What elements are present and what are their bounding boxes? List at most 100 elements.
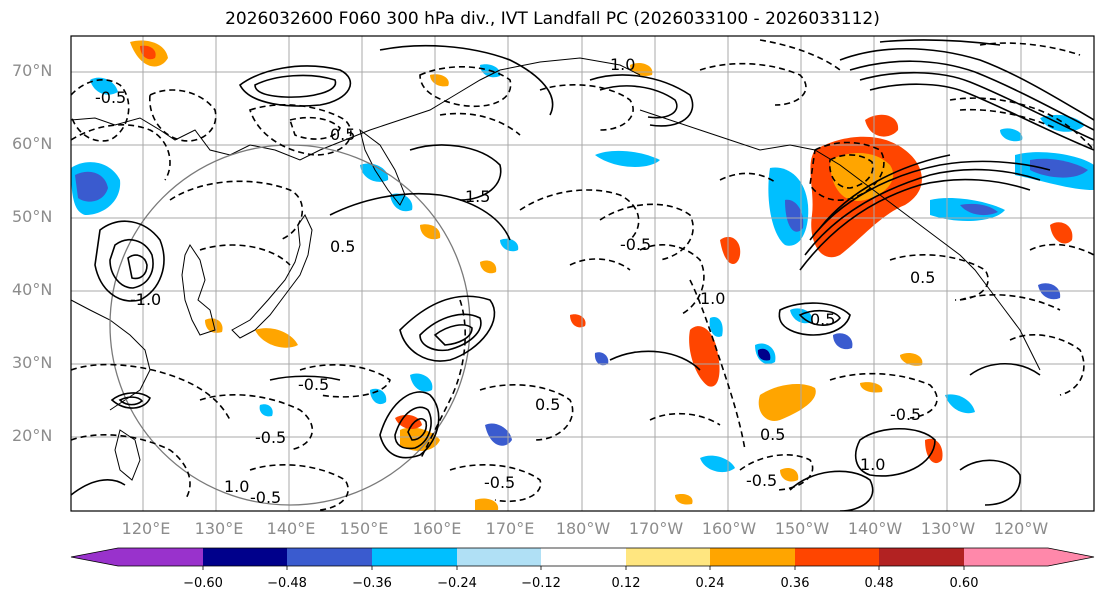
- positive-div-region: [140, 45, 156, 60]
- positive-div-region: [780, 468, 799, 482]
- colorbar-tick-label: −0.24: [437, 576, 477, 591]
- colorbar-tick-label: −0.60: [183, 576, 223, 591]
- contour-line: [199, 394, 314, 451]
- contour-line: [649, 412, 721, 426]
- contour-line: [94, 220, 165, 302]
- colorbar-tick-label: −0.12: [521, 576, 561, 591]
- lat-label: 70°N: [12, 61, 53, 80]
- negative-div-region: [785, 199, 804, 232]
- colorbar-bin: [710, 548, 795, 566]
- contour-line: [759, 39, 841, 71]
- contour-line: [959, 294, 1061, 311]
- lat-label: 40°N: [12, 280, 53, 299]
- positive-div-region: [720, 236, 741, 265]
- lon-label: 130°E: [194, 519, 244, 538]
- contour-label: 1.0: [860, 455, 885, 474]
- colorbar-bin: [879, 548, 964, 566]
- contour-line: [689, 279, 746, 451]
- contour-label: 1.0: [700, 289, 725, 308]
- lon-label: 170°E: [485, 519, 535, 538]
- contour-line: [849, 60, 1094, 131]
- negative-div-region: [1000, 128, 1023, 142]
- contour-label: 0.5: [330, 237, 355, 256]
- map-title: 2026032600 F060 300 hPa div., IVT Landfa…: [225, 9, 880, 29]
- lat-label: 30°N: [12, 353, 53, 372]
- positive-div-region: [395, 414, 422, 430]
- contour-line: [539, 84, 634, 131]
- colorbar-bin: [372, 548, 457, 566]
- negative-div-region: [500, 238, 519, 252]
- contour-line: [419, 299, 466, 461]
- lat-lon-grid: [71, 36, 1094, 511]
- positive-div-region: [865, 114, 899, 137]
- contour-label: 0.5: [810, 310, 835, 329]
- negative-div-region: [757, 348, 771, 361]
- contour-line: [409, 144, 502, 201]
- contour-line: [433, 324, 473, 346]
- negative-div-region: [485, 423, 512, 446]
- contour-line: [778, 302, 851, 336]
- colorbar-bin: [457, 548, 541, 566]
- colorbar-tick-label: 0.12: [611, 576, 641, 591]
- contour-line: [118, 396, 144, 406]
- contour-label: -0.5: [484, 473, 515, 492]
- contour-line: [169, 180, 304, 241]
- contour-line: [149, 89, 217, 142]
- negative-div-region: [259, 404, 273, 417]
- contour-line: [739, 454, 814, 491]
- contour-label: 0.5: [535, 395, 560, 414]
- north-america-coastline: [859, 179, 1041, 371]
- contour-line: [71, 479, 126, 496]
- divergence-shading: [71, 40, 1094, 510]
- colorbar-tick-label: 0.60: [949, 576, 979, 591]
- positive-contours: [71, 39, 1094, 511]
- contour-line: [599, 203, 694, 261]
- negative-div-region: [595, 150, 660, 167]
- positive-div-region: [255, 328, 298, 348]
- contour-label: 0.5: [760, 425, 785, 444]
- negative-div-region: [594, 352, 609, 366]
- contour-line: [394, 406, 432, 450]
- negative-div-region: [75, 171, 108, 202]
- contour-line: [71, 363, 231, 421]
- negative-div-region: [945, 394, 975, 414]
- colorbar-bin: [541, 548, 626, 566]
- lat-label: 60°N: [12, 134, 53, 153]
- lat-label: 20°N: [12, 426, 53, 445]
- contour-line: [809, 160, 1051, 241]
- negative-div-region: [700, 455, 735, 473]
- colorbar-bin: [287, 548, 372, 566]
- contour-label: 1.5: [465, 187, 490, 206]
- contour-label: 1.0: [224, 477, 249, 496]
- contour-line: [419, 66, 512, 107]
- lon-label: 150°E: [339, 519, 389, 538]
- contour-line: [519, 189, 640, 241]
- contour-label: 0.5: [330, 125, 355, 144]
- colorbar: [70, 547, 1095, 570]
- contour-line: [288, 116, 341, 140]
- contour-line: [109, 239, 154, 289]
- philippines-coastline: [114, 429, 141, 481]
- contour-line: [854, 427, 936, 477]
- map-plot-area: -0.5 0.5 1.5 1.0 -1.0 -0.5 0.5 -0.5 1.0 …: [71, 36, 1094, 511]
- contour-line: [699, 62, 807, 106]
- negative-div-region: [410, 373, 433, 392]
- colorbar-tick-label: −0.36: [352, 576, 392, 591]
- colorbar-bin: [203, 548, 287, 566]
- contour-line: [110, 392, 151, 409]
- contour-line: [869, 83, 1094, 151]
- contour-label: -0.5: [620, 235, 651, 254]
- contour-line: [969, 363, 1041, 376]
- positive-div-region: [900, 353, 923, 366]
- contour-line: [439, 112, 521, 136]
- contour-line: [249, 464, 349, 511]
- colorbar-tick-label: 0.24: [695, 576, 725, 591]
- positive-div-region: [860, 382, 883, 393]
- negative-div-region: [833, 333, 853, 350]
- contour-line: [248, 104, 352, 156]
- contour-line: [949, 97, 1094, 151]
- contour-line: [804, 168, 1041, 256]
- contour-label: -0.5: [95, 88, 126, 107]
- contour-label: -1.0: [130, 290, 161, 309]
